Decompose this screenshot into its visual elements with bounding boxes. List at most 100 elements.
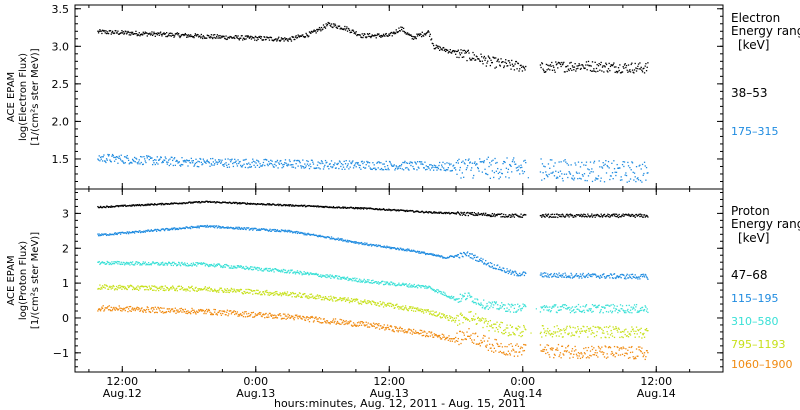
data-point <box>217 263 219 265</box>
data-point <box>357 280 359 283</box>
data-point <box>292 166 295 168</box>
data-point <box>584 67 586 69</box>
data-point <box>367 244 369 246</box>
data-point <box>138 32 140 34</box>
data-point <box>246 163 249 165</box>
data-point <box>592 215 594 217</box>
data-point <box>417 309 419 312</box>
data-point <box>314 30 317 32</box>
data-point <box>259 203 261 205</box>
data-point <box>114 288 116 290</box>
data-point <box>553 175 556 177</box>
data-point <box>191 285 193 287</box>
data-point <box>273 228 275 231</box>
data-point <box>618 69 620 72</box>
data-point <box>374 281 376 283</box>
data-point <box>609 277 611 279</box>
data-point <box>247 203 249 205</box>
data-point <box>559 63 562 65</box>
data-point <box>97 205 99 208</box>
data-point <box>162 264 164 266</box>
data-point <box>340 207 343 209</box>
data-point <box>473 174 475 177</box>
data-point <box>308 204 310 207</box>
data-point <box>154 203 156 206</box>
data-point <box>352 277 354 279</box>
data-point <box>181 157 183 159</box>
data-point <box>609 69 611 72</box>
data-point <box>183 202 185 204</box>
data-point <box>497 331 500 333</box>
data-point <box>633 214 635 217</box>
data-point <box>310 273 313 275</box>
data-point <box>309 31 311 34</box>
data-point <box>284 159 287 161</box>
data-point <box>256 268 258 270</box>
data-point <box>236 163 238 165</box>
data-point <box>272 203 274 205</box>
data-point <box>571 214 573 216</box>
data-point <box>149 288 152 290</box>
data-point <box>258 267 260 269</box>
data-point <box>604 277 606 279</box>
data-point <box>276 293 279 295</box>
data-point <box>260 165 263 167</box>
data-point <box>559 306 562 308</box>
data-point <box>440 317 442 319</box>
data-point <box>245 288 247 291</box>
data-point <box>585 164 587 166</box>
data-point <box>155 229 157 231</box>
data-point <box>574 327 576 329</box>
data-point <box>147 264 149 266</box>
data-point <box>458 256 460 259</box>
data-point <box>233 36 235 38</box>
data-point <box>321 275 323 277</box>
data-point <box>262 228 265 230</box>
data-point <box>354 162 357 164</box>
data-point <box>257 160 259 162</box>
data-point <box>186 226 188 228</box>
data-point <box>495 214 497 216</box>
data-point <box>307 160 309 163</box>
data-point <box>308 233 310 235</box>
data-point <box>587 336 589 338</box>
data-point <box>267 164 269 167</box>
data-point <box>547 306 549 308</box>
data-point <box>215 202 217 204</box>
data-point <box>503 65 506 67</box>
data-point <box>397 167 399 169</box>
data-point <box>539 214 542 217</box>
data-point <box>564 303 566 306</box>
data-point <box>270 36 273 39</box>
data-point <box>373 35 375 37</box>
data-point <box>234 35 237 37</box>
data-point <box>557 61 560 64</box>
data-point <box>601 66 604 68</box>
data-point <box>159 264 161 266</box>
data-point <box>111 206 113 208</box>
data-point <box>635 165 638 168</box>
data-point <box>214 264 217 266</box>
data-point <box>338 25 340 28</box>
panel-frame <box>74 188 724 373</box>
data-point <box>494 330 496 332</box>
data-point <box>264 229 267 231</box>
data-point <box>202 225 204 228</box>
data-point <box>101 234 104 236</box>
data-point <box>273 292 275 294</box>
data-point <box>640 215 642 217</box>
data-point <box>298 36 301 38</box>
data-point <box>133 287 135 289</box>
data-point <box>491 324 493 326</box>
data-point <box>326 205 328 208</box>
data-point <box>150 264 152 266</box>
data-point <box>104 233 106 236</box>
data-point <box>124 204 126 206</box>
data-point <box>503 66 505 69</box>
data-point <box>222 226 225 228</box>
data-point <box>366 207 369 209</box>
data-point <box>157 262 160 265</box>
data-point <box>172 203 174 205</box>
data-point <box>251 161 253 164</box>
data-point <box>463 211 465 214</box>
